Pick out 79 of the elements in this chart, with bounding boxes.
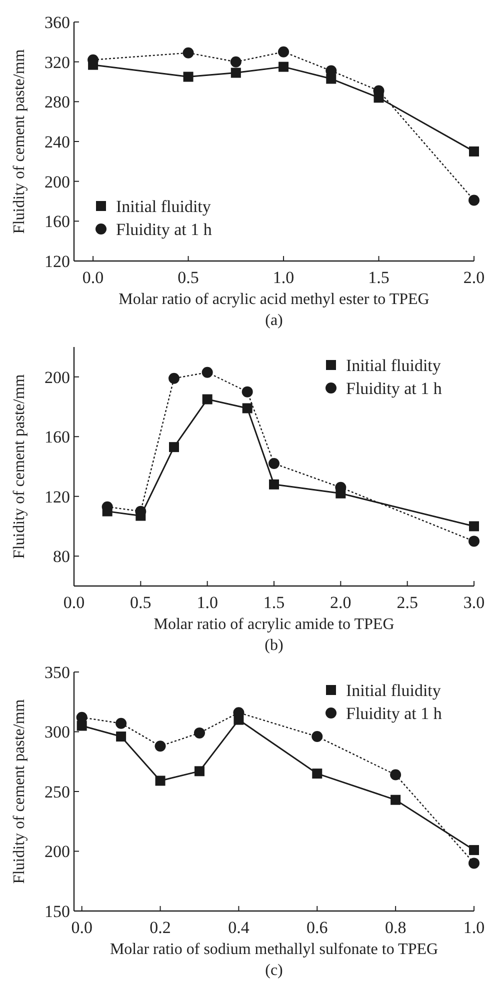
x-tick-label: 2.5 (396, 593, 418, 612)
x-axis-title: Molar ratio of acrylic acid methyl ester to TPEG (118, 291, 430, 308)
point (202, 366, 213, 378)
y-tick-label: 250 (44, 782, 70, 802)
point (312, 731, 323, 742)
x-tick-label: 1.0 (463, 918, 485, 937)
legend-label: Fluidity at 1 h (116, 220, 212, 239)
x-tick-label: 0.2 (150, 918, 171, 937)
point (202, 394, 212, 404)
x-axis-title: Molar ratio of sodium methallyl sulfonate to TPEG (110, 941, 438, 958)
y-tick-label: 200 (44, 172, 70, 192)
point (268, 458, 280, 470)
x-tick-label: 2.0 (330, 593, 352, 612)
point (468, 536, 480, 547)
x-tick-label: 3.0 (463, 593, 485, 612)
y-tick-label: 160 (44, 212, 70, 232)
point (469, 146, 479, 156)
y-tick-label: 350 (44, 662, 70, 682)
point (312, 768, 322, 779)
text: (b) (264, 637, 284, 654)
point (469, 845, 479, 856)
y-tick-label: 280 (44, 92, 70, 112)
y-tick-label: 120 (44, 252, 70, 271)
y-axis-title: Fluidity of cement paste/mm (11, 698, 28, 884)
point (116, 732, 126, 742)
point (278, 46, 290, 58)
point (194, 766, 204, 776)
point (194, 727, 205, 738)
point (242, 403, 252, 414)
legend-label: Initial fluidity (346, 680, 442, 700)
point (278, 62, 289, 72)
point (154, 740, 166, 752)
point (116, 718, 127, 729)
y-tick-label: 300 (44, 722, 70, 742)
x-tick-label: 1.0 (272, 268, 294, 287)
point (468, 858, 480, 869)
legend-label: Fluidity at 1 h (346, 378, 442, 398)
y-axis-title: Fluidity of cement paste/mm (11, 374, 28, 559)
legend-label: Initial fluidity (116, 196, 212, 216)
point (169, 442, 179, 452)
point (183, 72, 194, 82)
point (469, 521, 479, 532)
y-tick-label: 150 (44, 902, 70, 921)
x-tick-label: 1.0 (196, 593, 218, 612)
y-tick-label: 360 (44, 12, 70, 32)
x-tick-label: 0.8 (384, 918, 406, 937)
x-tick-label: 0.0 (82, 268, 104, 287)
x-tick-label: 0.0 (71, 918, 92, 937)
y-tick-label: 240 (44, 132, 70, 152)
point (168, 372, 180, 384)
x-tick-label: 0.5 (130, 593, 152, 612)
point (242, 386, 253, 398)
x-tick-label: 1.5 (368, 268, 390, 287)
x-axis-title: Molar ratio of acrylic amide to TPEG (154, 616, 395, 633)
y-tick-label: 80 (53, 547, 70, 566)
point (390, 794, 401, 805)
y-tick-label: 320 (44, 52, 70, 72)
x-tick-label: 0.5 (178, 268, 199, 287)
point (155, 776, 166, 786)
point (390, 769, 402, 780)
text: (c) (265, 962, 283, 979)
point (269, 479, 279, 490)
x-tick-label: 0.4 (228, 918, 250, 937)
y-tick-label: 160 (44, 428, 70, 447)
y-tick-label: 200 (44, 842, 70, 862)
point (468, 194, 480, 206)
x-tick-label: 2.0 (463, 268, 485, 287)
point (230, 68, 241, 78)
legend-label: Initial fluidity (346, 356, 442, 375)
x-tick-label: 0.0 (63, 593, 85, 612)
point (182, 47, 194, 58)
y-tick-label: 200 (44, 368, 70, 387)
x-tick-label: 1.5 (263, 593, 285, 612)
point (230, 56, 242, 68)
y-axis-title: Fluidity of cement paste/mm (11, 48, 28, 234)
y-tick-label: 120 (44, 487, 70, 506)
x-tick-label: 0.6 (306, 918, 328, 937)
legend-label: Fluidity at 1 h (346, 704, 442, 723)
text: (a) (265, 312, 283, 329)
